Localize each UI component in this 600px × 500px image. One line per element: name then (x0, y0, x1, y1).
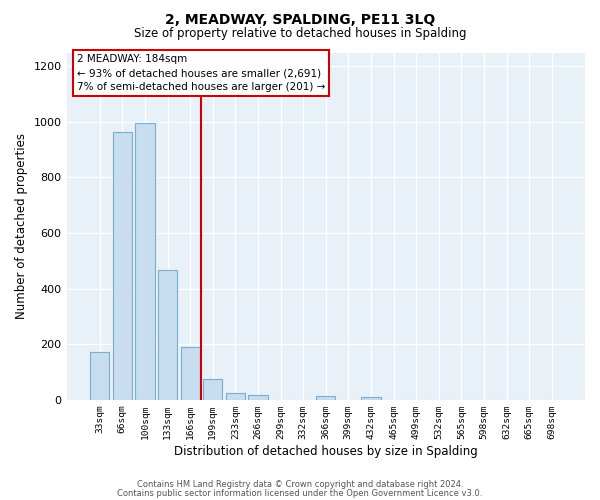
Text: Contains public sector information licensed under the Open Government Licence v3: Contains public sector information licen… (118, 488, 482, 498)
Bar (316, 396, 335, 400)
Text: 2, MEADWAY, SPALDING, PE11 3LQ: 2, MEADWAY, SPALDING, PE11 3LQ (165, 12, 435, 26)
Bar (226, 392, 245, 400)
Bar (361, 397, 380, 400)
Y-axis label: Number of detached properties: Number of detached properties (15, 133, 28, 319)
Text: Size of property relative to detached houses in Spalding: Size of property relative to detached ho… (134, 28, 466, 40)
X-axis label: Distribution of detached houses by size in Spalding: Distribution of detached houses by size … (174, 444, 478, 458)
Bar (203, 379, 223, 400)
Bar (136, 124, 155, 400)
Bar (90, 352, 109, 400)
Text: Contains HM Land Registry data © Crown copyright and database right 2024.: Contains HM Land Registry data © Crown c… (137, 480, 463, 489)
Bar (181, 347, 200, 400)
Text: 2 MEADWAY: 184sqm
← 93% of detached houses are smaller (2,691)
7% of semi-detach: 2 MEADWAY: 184sqm ← 93% of detached hous… (77, 54, 325, 92)
Bar (158, 270, 177, 400)
Bar (113, 132, 132, 400)
Bar (248, 396, 268, 400)
